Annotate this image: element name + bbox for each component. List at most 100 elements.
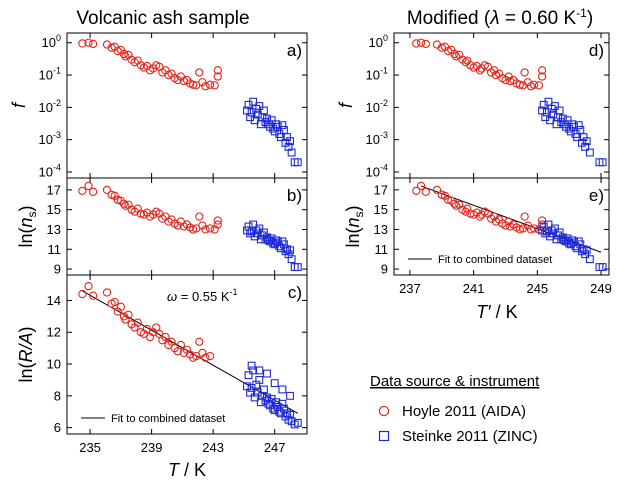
y-axis-label: f: [336, 101, 356, 108]
y-tick-label: 10-1: [39, 66, 61, 83]
aida-point: [201, 353, 210, 362]
omega-annotation: ω = 0.55 K-1: [167, 287, 238, 304]
zinc-point: [552, 120, 561, 129]
y-tick-label: 11: [48, 242, 62, 257]
right-column-title: Modified (λ = 0.60 K-1): [407, 6, 593, 29]
zinc-point: [585, 148, 594, 157]
zinc-point: [581, 142, 590, 151]
aida-point: [176, 340, 185, 350]
panel-label: b): [287, 186, 302, 205]
aida-point: [110, 297, 119, 307]
aida-point: [450, 199, 459, 208]
panel-frame: [66, 32, 308, 179]
y-tick-label: 14: [47, 293, 61, 308]
panel-label: c): [288, 283, 302, 302]
aida-point: [119, 199, 129, 208]
zinc-point: [255, 366, 264, 375]
zinc-point: [270, 379, 279, 388]
panel-frame: [66, 274, 308, 435]
aida-point: [205, 224, 215, 233]
y-tick-label: 17: [47, 182, 61, 197]
y-tick-label: 100: [369, 33, 388, 50]
y-tick-label: 10-4: [366, 163, 388, 180]
y-tick-label: 9: [54, 262, 61, 277]
aida-point: [537, 216, 547, 225]
zinc-point: [558, 114, 567, 123]
zinc-point: [278, 399, 287, 408]
y-tick-label: 10-3: [39, 130, 61, 147]
aida-point: [475, 66, 485, 75]
zinc-point: [259, 106, 268, 115]
aida-point: [520, 68, 529, 77]
aida-point: [89, 291, 98, 300]
aida-point: [201, 225, 210, 234]
panel-c: 14 12 10 8 6 235 239 243 247 c) ln(R/A) Fit to comb…: [16, 274, 308, 455]
zinc-point: [574, 121, 583, 130]
zinc-point: [293, 263, 302, 272]
zinc-point: [550, 102, 559, 110]
fit-legend-label: Fit to combined dataset: [438, 254, 552, 266]
zinc-point: [286, 137, 295, 146]
zinc-point: [581, 250, 590, 259]
zinc-point: [598, 263, 607, 272]
zinc-point: [286, 391, 295, 400]
aida-point: [78, 289, 87, 299]
legend-zinc-label: Steinke 2011 (ZINC): [402, 428, 538, 445]
zinc-point: [287, 255, 296, 264]
zinc-point: [272, 120, 281, 129]
panel-label: a): [287, 41, 302, 60]
plot-area: 100 10-1 10-2 10-3 10-4 a) f 17 15 13 11 9 b) ln(ns) 1…: [9, 32, 612, 455]
zinc-point: [249, 366, 258, 375]
aida-point: [116, 302, 125, 311]
aida-point: [537, 220, 547, 229]
aida-point: [412, 186, 421, 196]
aida-point: [421, 187, 431, 197]
y-tick-label: 10-1: [366, 66, 388, 83]
aida-point: [515, 80, 524, 89]
aida-point: [450, 49, 459, 59]
y-tick-label: 12: [47, 325, 61, 340]
aida-point: [421, 39, 431, 49]
y-axis-label: ln(ns): [343, 205, 366, 247]
y-tick-label: 10-2: [39, 98, 61, 115]
aida-point: [520, 212, 529, 221]
left-column-title: Volcanic ash sample: [76, 8, 249, 29]
x-tick-label: 239: [141, 440, 163, 455]
aida-point: [213, 72, 222, 81]
panel-a: 100 10-1 10-2 10-3 10-4 a) f: [9, 32, 308, 180]
aida-point: [84, 281, 93, 291]
y-tick-label: 15: [374, 202, 388, 217]
y-tick-label: 17: [374, 182, 388, 197]
aida-point: [195, 68, 204, 77]
aida-point: [529, 224, 539, 233]
zinc-point: [247, 361, 256, 370]
zinc-point: [253, 110, 262, 119]
aida-point: [201, 82, 210, 91]
legend-aida-marker: [378, 405, 390, 417]
zinc-point: [287, 148, 296, 157]
legend: Data source & instrument Hoyle 2011 (AID…: [370, 373, 540, 445]
zinc-point: [585, 255, 594, 264]
zinc-point: [293, 158, 302, 167]
aida-point: [529, 80, 539, 89]
aida-point: [89, 187, 98, 197]
y-tick-label: 6: [54, 420, 61, 435]
aida-point: [412, 39, 421, 48]
y-tick-label: 10-2: [366, 98, 388, 115]
panel-label: d): [589, 41, 604, 60]
y-tick-label: 13: [374, 222, 388, 237]
aida-point: [213, 216, 222, 225]
panel-e: 17 15 13 11 9 237 241 245 249 e) ln(ns) Fit to comb…: [343, 177, 612, 296]
zinc-point: [244, 371, 253, 380]
panel-b: 17 15 13 11 9 b) ln(ns): [16, 177, 308, 277]
zinc-point: [549, 110, 558, 119]
aida-point: [102, 185, 112, 195]
zinc-point: [246, 388, 255, 397]
aida-point: [78, 186, 87, 196]
x-tick-label: 247: [264, 440, 286, 455]
y-tick-label: 100: [42, 33, 61, 50]
zinc-point: [259, 385, 268, 394]
aida-point: [89, 39, 98, 49]
zinc-point: [576, 126, 585, 134]
